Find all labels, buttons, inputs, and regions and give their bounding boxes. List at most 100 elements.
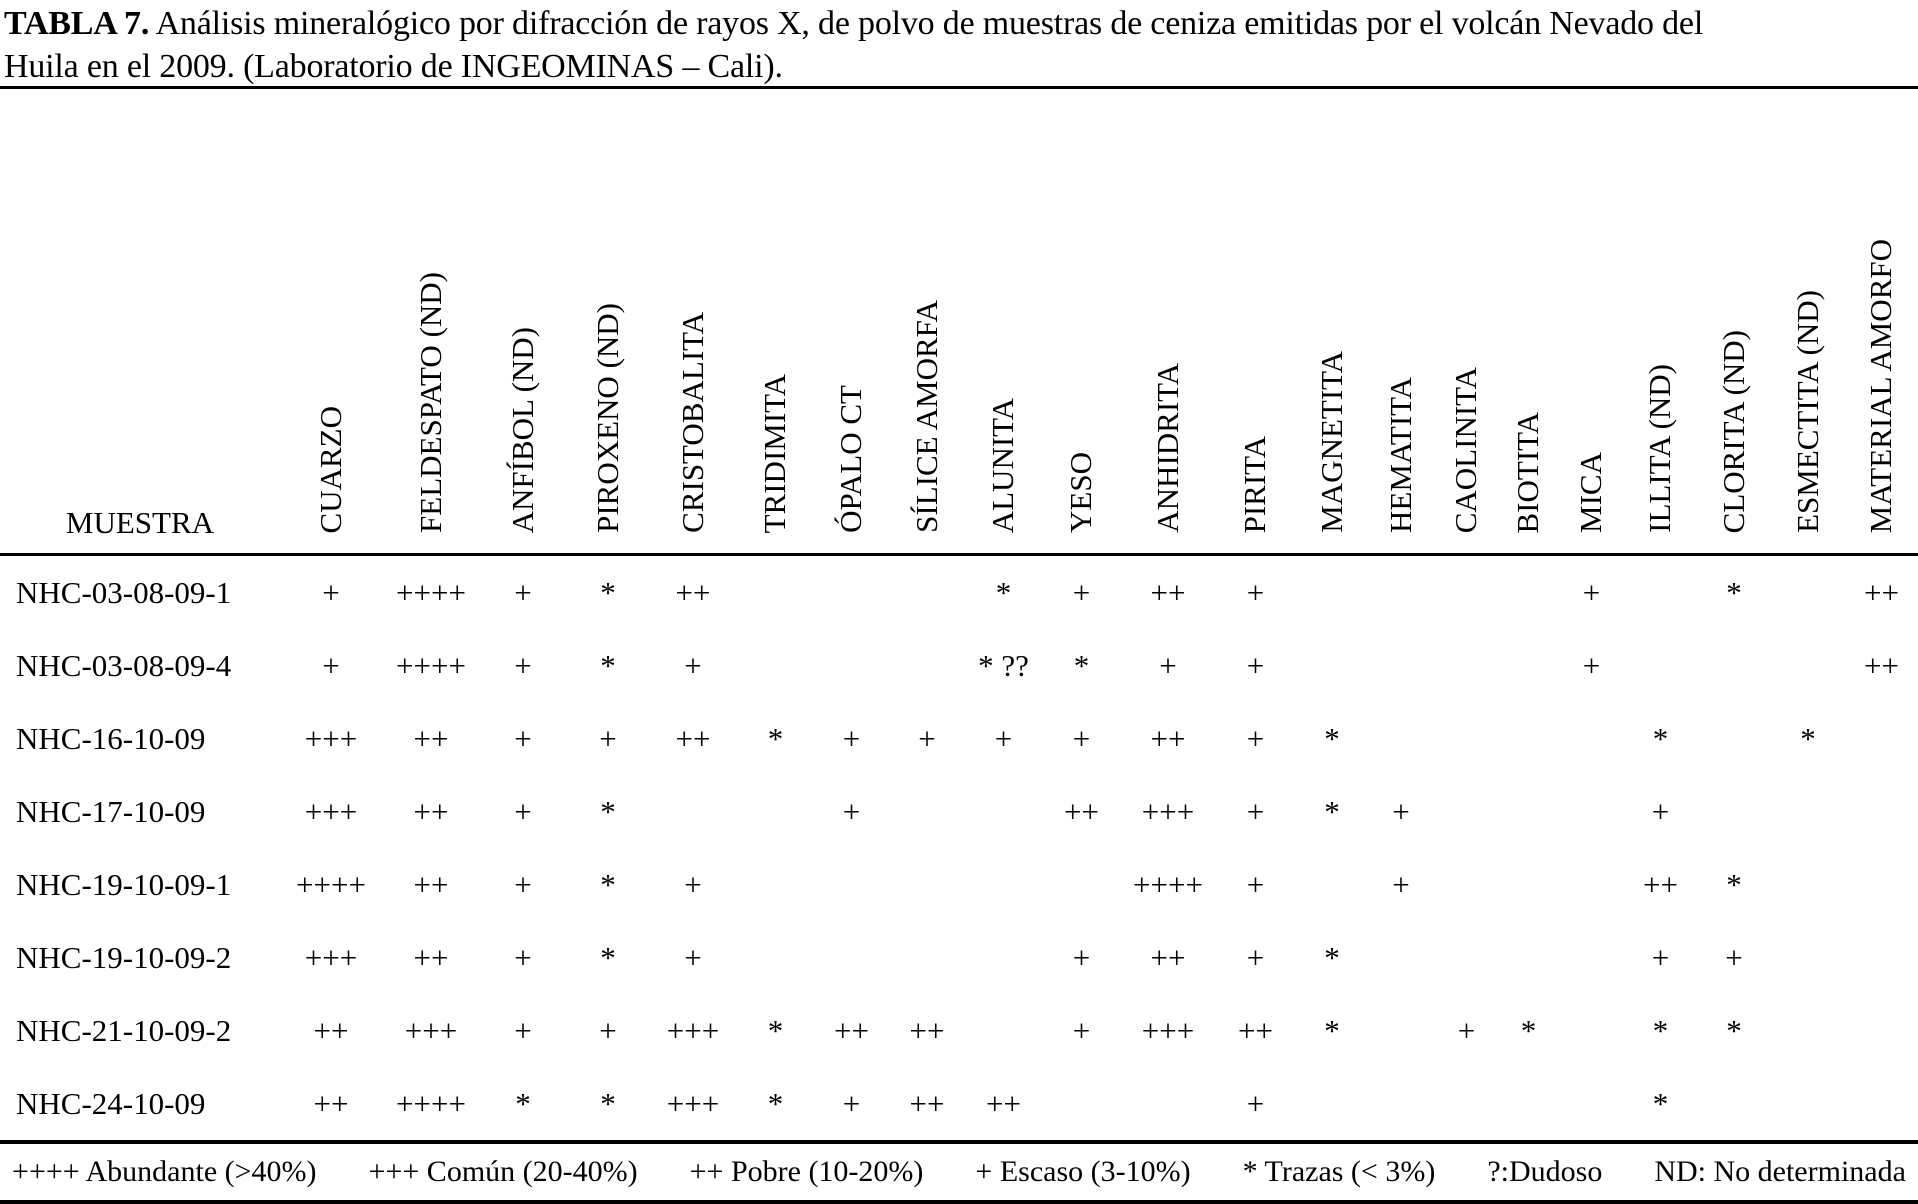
cell-nhc-03-08-09-1-tridimita <box>736 555 815 630</box>
cell-nhc-03-08-09-1-esmectita-nd <box>1771 555 1845 630</box>
legend-item: ND: No determinada <box>1654 1155 1906 1188</box>
cell-nhc-03-08-09-4-clorita-nd <box>1697 629 1771 702</box>
cell-nhc-03-08-09-1-cuarzo: + <box>322 574 340 610</box>
table-row-nhc-21-10-09-2: NHC-21-10-09-2 ++ +++ + + +++ * ++ ++ + +++ ++ * + * * * <box>0 994 1918 1067</box>
cell-nhc-24-10-09-esmectita-nd <box>1771 1067 1845 1144</box>
sample-label: NHC-19-10-09-2 <box>16 939 232 975</box>
sample-label: NHC-19-10-09-1 <box>16 866 232 902</box>
cell-nhc-17-10-09-clorita-nd <box>1697 775 1771 848</box>
column-header-label: MATERIAL AMORFO <box>1863 238 1899 533</box>
cell-nhc-17-10-09-material-amorfo <box>1845 775 1918 848</box>
column-header-anfibol-nd: ANFÍBOL (ND) <box>480 87 566 556</box>
cell-nhc-19-10-09-1-esmectita-nd <box>1771 848 1845 921</box>
cell-nhc-19-10-09-2-anhidrita: ++ <box>1150 939 1186 975</box>
cell-nhc-03-08-09-4-feldespato-nd: ++++ <box>396 647 466 683</box>
cell-nhc-03-08-09-1-mica: + <box>1582 574 1601 610</box>
cell-nhc-17-10-09-pirita: + <box>1246 793 1265 829</box>
cell-nhc-19-10-09-2-cristobalita: + <box>684 939 702 975</box>
legend-item: * Trazas (< 3%) <box>1242 1155 1436 1188</box>
cell-nhc-16-10-09-cristobalita: ++ <box>675 720 711 756</box>
cell-nhc-24-10-09-opalo-ct: + <box>815 1067 888 1144</box>
cell-nhc-21-10-09-2-pirita: ++ <box>1238 1012 1273 1048</box>
cell-nhc-21-10-09-2-cristobalita: +++ <box>666 1012 720 1048</box>
column-header-piroxeno-nd: PIROXENO (ND) <box>566 87 650 556</box>
cell-nhc-19-10-09-2-cuarzo: +++ <box>304 939 358 975</box>
column-header-label: YESO <box>1063 452 1099 533</box>
column-header-yeso: YESO <box>1041 87 1122 556</box>
column-header-tridimita: TRIDIMITA <box>736 87 815 556</box>
cell-nhc-24-10-09-mica <box>1559 1067 1624 1144</box>
cell-nhc-03-08-09-4-magnetita <box>1297 629 1367 702</box>
cell-nhc-24-10-09-clorita-nd <box>1697 1067 1771 1144</box>
column-header-alunita: ALUNITA <box>966 87 1041 556</box>
cell-nhc-21-10-09-2-esmectita-nd <box>1771 994 1845 1067</box>
column-header-cristobalita: CRISTOBALITA <box>650 87 736 556</box>
cell-nhc-21-10-09-2-mica <box>1559 994 1624 1067</box>
cell-nhc-19-10-09-1-material-amorfo <box>1845 848 1918 921</box>
cell-nhc-03-08-09-4-caolinita <box>1435 629 1498 702</box>
cell-nhc-19-10-09-2-yeso: + <box>1072 939 1091 975</box>
cell-nhc-19-10-09-2-alunita <box>966 921 1041 994</box>
column-header-label: BIOTITA <box>1510 411 1546 534</box>
cell-nhc-03-08-09-1-feldespato-nd: ++++ <box>396 574 466 610</box>
cell-nhc-03-08-09-1-magnetita <box>1297 555 1367 630</box>
cell-nhc-17-10-09-yeso: ++ <box>1064 793 1099 829</box>
column-header-label: PIRITA <box>1237 435 1273 533</box>
sample-label: NHC-24-10-09 <box>0 1067 280 1144</box>
column-header-label: ANHIDRITA <box>1149 363 1185 533</box>
cell-nhc-16-10-09-opalo-ct: + <box>842 720 861 756</box>
cell-nhc-17-10-09-esmectita-nd <box>1771 775 1845 848</box>
column-header-silice-amorfa: SÍLICE AMORFA <box>888 87 966 556</box>
column-header-mica: MICA <box>1559 87 1624 556</box>
cell-nhc-24-10-09-biotita <box>1498 1067 1559 1144</box>
cell-nhc-17-10-09-magnetita: * <box>1324 793 1340 829</box>
cell-nhc-17-10-09-alunita <box>966 775 1041 848</box>
cell-nhc-24-10-09-anfibol-nd: * <box>480 1067 566 1144</box>
cell-nhc-21-10-09-2-cuarzo: ++ <box>313 1012 349 1048</box>
cell-nhc-19-10-09-1-cuarzo: ++++ <box>296 866 366 902</box>
cell-nhc-03-08-09-4-illita-nd <box>1624 629 1697 702</box>
column-header-label: MICA <box>1573 452 1609 533</box>
cell-nhc-17-10-09-feldespato-nd: ++ <box>413 793 449 829</box>
legend-item: ?:Dudoso <box>1487 1155 1603 1188</box>
cell-nhc-24-10-09-cristobalita: +++ <box>650 1067 736 1144</box>
column-header-label: ALUNITA <box>985 397 1021 533</box>
cell-nhc-03-08-09-1-cristobalita: ++ <box>675 574 711 610</box>
cell-nhc-03-08-09-1-caolinita <box>1435 555 1498 630</box>
cell-nhc-21-10-09-2-hematita <box>1367 994 1435 1067</box>
cell-nhc-03-08-09-1-anfibol-nd: + <box>514 574 532 610</box>
cell-nhc-19-10-09-2-feldespato-nd: ++ <box>413 939 449 975</box>
cell-nhc-21-10-09-2-material-amorfo <box>1845 994 1918 1067</box>
cell-nhc-19-10-09-1-illita-nd: ++ <box>1643 866 1678 902</box>
cell-nhc-03-08-09-4-anfibol-nd: + <box>514 647 532 683</box>
cell-nhc-16-10-09-feldespato-nd: ++ <box>413 720 449 756</box>
cell-nhc-19-10-09-1-yeso <box>1041 848 1122 921</box>
column-header-clorita-nd: CLORITA (ND) <box>1697 87 1771 556</box>
cell-nhc-03-08-09-4-pirita: + <box>1246 647 1265 683</box>
column-header-esmectita-nd: ESMECTITA (ND) <box>1771 87 1845 556</box>
cell-nhc-19-10-09-2-hematita <box>1367 921 1435 994</box>
cell-nhc-17-10-09-anfibol-nd: + <box>514 793 532 829</box>
cell-nhc-03-08-09-1-yeso: + <box>1072 574 1091 610</box>
cell-nhc-19-10-09-1-silice-amorfa <box>888 848 966 921</box>
cell-nhc-17-10-09-caolinita <box>1435 775 1498 848</box>
cell-nhc-24-10-09-magnetita <box>1297 1067 1367 1144</box>
cell-nhc-03-08-09-1-clorita-nd: * <box>1726 574 1742 610</box>
cell-nhc-16-10-09-material-amorfo <box>1845 702 1918 775</box>
cell-nhc-24-10-09-silice-amorfa: ++ <box>888 1067 966 1144</box>
cell-nhc-21-10-09-2-biotita: * <box>1520 1012 1537 1048</box>
cell-nhc-03-08-09-4-anhidrita: + <box>1159 647 1177 683</box>
cell-nhc-21-10-09-2-yeso: + <box>1072 1012 1091 1048</box>
cell-nhc-21-10-09-2-silice-amorfa: ++ <box>909 1012 945 1048</box>
cell-nhc-24-10-09-piroxeno-nd: * <box>566 1067 650 1144</box>
sample-label: NHC-03-08-09-1 <box>16 574 232 610</box>
legend-item: ++++ Abundante (>40%) <box>12 1155 317 1188</box>
column-header-label: PIROXENO (ND) <box>589 303 625 533</box>
column-header-label: MAGNETITA <box>1313 351 1349 533</box>
cell-nhc-16-10-09-esmectita-nd: * <box>1800 720 1816 756</box>
column-header-caolinita: CAOLINITA <box>1435 87 1498 556</box>
cell-nhc-19-10-09-1-opalo-ct <box>815 848 888 921</box>
table-row-nhc-19-10-09-2: NHC-19-10-09-2 +++ ++ + * + + ++ + * + + <box>0 921 1918 994</box>
cell-nhc-16-10-09-alunita: + <box>994 720 1013 756</box>
